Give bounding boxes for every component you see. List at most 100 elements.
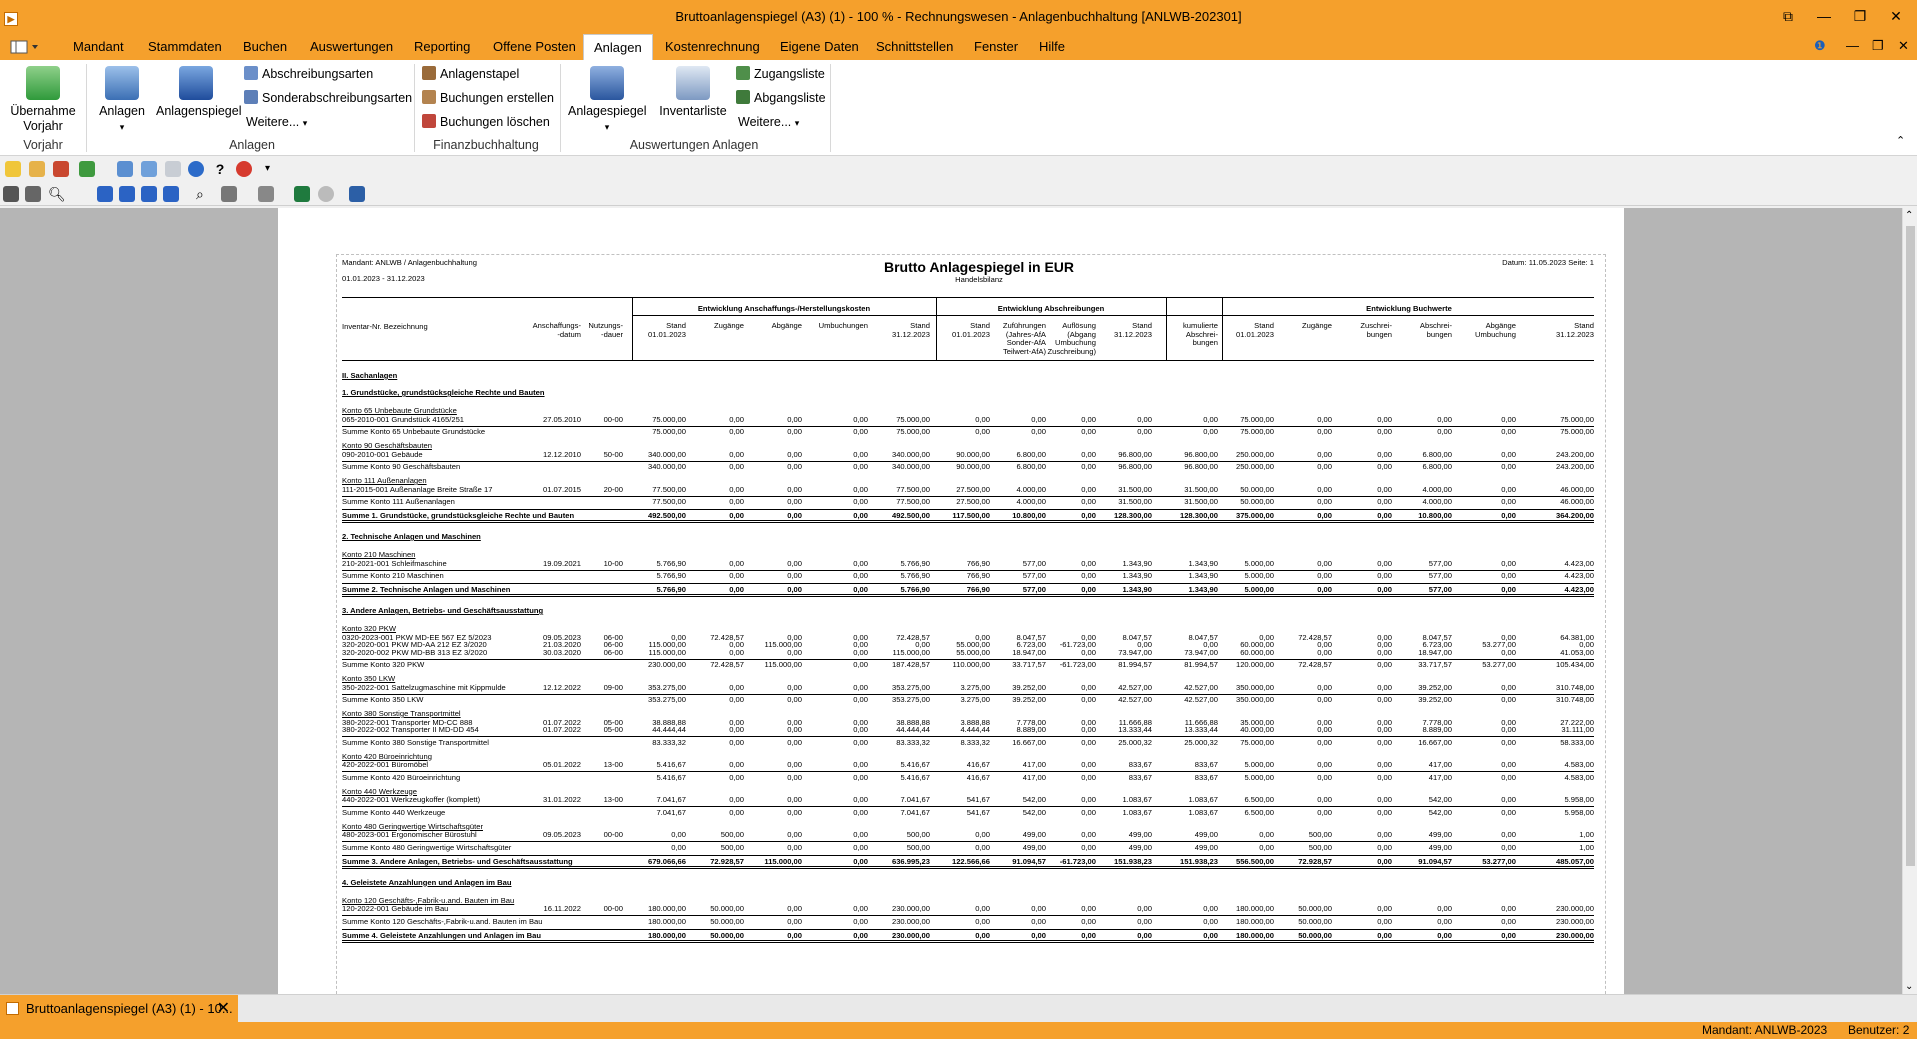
help-icon[interactable]: ?: [215, 161, 225, 177]
weitere-button[interactable]: Weitere... ▾: [246, 115, 308, 129]
menu-stammdaten[interactable]: Stammdaten: [148, 39, 222, 54]
stop-icon[interactable]: [236, 161, 252, 177]
zoom-icon[interactable]: 🔍︎: [48, 186, 66, 202]
report-viewport[interactable]: Mandant: ANLWB / Anlagenbuchhaltung 01.01…: [0, 208, 1902, 994]
total-rule: [342, 941, 1594, 943]
anlagespiegel-button[interactable]: Anlagespiegel ▾: [568, 66, 647, 135]
restore-layout-icon[interactable]: ⧉: [1783, 8, 1793, 24]
app-icon[interactable]: ▶: [4, 12, 18, 26]
cell-value: 0,00: [1501, 585, 1516, 594]
anlagen-button[interactable]: Anlagen ▾: [94, 66, 150, 135]
cell-value: 60.000,00: [1240, 647, 1274, 657]
close-button[interactable]: ✕: [1890, 8, 1902, 24]
asset-useful-life: 00-00: [603, 414, 623, 424]
web-icon[interactable]: [188, 161, 204, 177]
cell-value: 577,00: [1022, 585, 1046, 594]
menu-auswertungen[interactable]: Auswertungen: [310, 39, 394, 54]
col-header-afa: Stand 31.12.2023: [1113, 321, 1152, 339]
help-info-icon[interactable]: ❶: [1814, 38, 1826, 53]
cell-value: 353.275,00: [891, 682, 930, 692]
search-icon[interactable]: ⌕: [196, 186, 204, 202]
refresh-icon[interactable]: [117, 161, 133, 177]
menu-fenster[interactable]: Fenster: [974, 39, 1019, 54]
scroll-up-icon[interactable]: ⌃: [1905, 210, 1914, 221]
save-icon[interactable]: [349, 186, 365, 202]
export-icon[interactable]: [221, 186, 237, 202]
menu-offene-posten[interactable]: Offene Posten: [493, 39, 576, 54]
copy-icon[interactable]: [165, 161, 181, 177]
cell-value: 0,00: [1317, 772, 1332, 782]
menu-hilfe[interactable]: Hilfe: [1039, 39, 1066, 54]
cell-value: 542,00: [1428, 807, 1452, 817]
inventarliste-button[interactable]: Inventarliste: [656, 66, 730, 119]
cell-value: 0,00: [729, 647, 744, 657]
minimize-button[interactable]: —: [1817, 8, 1831, 24]
asset-useful-life: 20-00: [603, 484, 623, 494]
mdi-restore-button[interactable]: ❐: [1872, 38, 1884, 53]
abschreibungsarten-button[interactable]: Abschreibungsarten: [244, 64, 373, 84]
zugangsliste-button[interactable]: Zugangsliste: [736, 64, 825, 84]
maximize-button[interactable]: ❐: [1853, 8, 1867, 24]
cell-value: -61.723,00: [1059, 640, 1096, 649]
cell-value: 1,00: [1579, 842, 1594, 852]
print-icon[interactable]: [258, 186, 274, 202]
document-tab[interactable]: Bruttoanlagenspiegel (A3) (1) - 10... ✕: [0, 995, 238, 1023]
first-page-icon[interactable]: [97, 186, 113, 202]
cell-value: 46.000,00: [1560, 484, 1594, 494]
col-header-ahk: Stand 31.12.2023: [891, 321, 930, 339]
scroll-down-icon[interactable]: ⌄: [1905, 981, 1914, 992]
vertical-scrollbar[interactable]: ⌃ ⌄: [1902, 208, 1917, 994]
menu-anlagen[interactable]: Anlagen: [583, 34, 653, 60]
previous-page-icon[interactable]: [119, 186, 135, 202]
abgangsliste-button[interactable]: Abgangsliste: [736, 88, 826, 108]
last-page-icon[interactable]: [163, 186, 179, 202]
menu-eigene-daten[interactable]: Eigene Daten: [780, 39, 859, 54]
import-icon[interactable]: [79, 161, 95, 177]
cell-value: 25.000,32: [1118, 737, 1152, 747]
excel-icon[interactable]: [294, 186, 310, 202]
menu-reporting[interactable]: Reporting: [414, 39, 471, 54]
email-icon[interactable]: [318, 186, 334, 202]
anlagenstapel-button[interactable]: Anlagenstapel: [422, 64, 519, 84]
quick-access-menu-icon[interactable]: [10, 39, 40, 55]
new-icon[interactable]: [5, 161, 21, 177]
page-layout-icon[interactable]: [3, 186, 19, 202]
open-icon[interactable]: [29, 161, 45, 177]
customize-toolbar-icon[interactable]: ▾: [265, 163, 271, 174]
buchungen-erstellen-button[interactable]: Buchungen erstellen: [422, 88, 554, 108]
cell-value: 0,00: [729, 695, 744, 704]
anlagenspiegel-button[interactable]: Anlagenspiegel: [156, 66, 242, 119]
asset-row-label: 065-2010-001 Grundstück 4165/251: [342, 414, 465, 424]
sum-row-label: Summe Konto 480 Geringwertige Wirtschaft…: [342, 842, 512, 852]
menu-buchen[interactable]: Buchen: [243, 39, 288, 54]
next-page-icon[interactable]: [141, 186, 157, 202]
asset-row-label: 210-2021-001 Schleifmaschine: [342, 558, 447, 568]
close-tab-icon[interactable]: ✕: [216, 1000, 230, 1017]
cell-value: 0,00: [853, 558, 868, 568]
scrollbar-thumb[interactable]: [1906, 226, 1915, 866]
uebernahme-vorjahr-button[interactable]: Übernahme Vorjahr: [8, 66, 78, 134]
cell-value: 417,00: [1428, 772, 1452, 782]
cell-value: 350.000,00: [1235, 682, 1274, 692]
mdi-minimize-button[interactable]: —: [1846, 38, 1859, 53]
cell-value: 577,00: [1428, 585, 1452, 594]
fit-page-icon[interactable]: [25, 186, 41, 202]
menu-mandant[interactable]: Mandant: [73, 39, 124, 54]
mdi-close-button[interactable]: ✕: [1898, 38, 1909, 53]
cell-value: 5.766,90: [656, 558, 686, 568]
sonderabschreibungsarten-button[interactable]: Sonderabschreibungsarten: [244, 88, 412, 108]
cell-value: 0,00: [853, 842, 868, 852]
collapse-ribbon-icon[interactable]: ⌃: [1896, 135, 1906, 147]
menu-schnittstellen[interactable]: Schnittstellen: [876, 39, 954, 54]
menu-kostenrechnung[interactable]: Kostenrechnung: [665, 39, 760, 54]
cell-value: 0,00: [1377, 807, 1392, 817]
cell-value: 0,00: [729, 682, 744, 692]
cell-value: 679.066,66: [647, 856, 686, 866]
cell-value: 8.333,32: [960, 737, 990, 747]
cell-value: 96.800,00: [1118, 462, 1152, 471]
table-icon[interactable]: [53, 161, 69, 177]
print-preview-icon[interactable]: [141, 161, 157, 177]
weitere-auswertungen-button[interactable]: Weitere... ▾: [738, 115, 800, 129]
cell-value: 0,00: [853, 585, 868, 594]
buchungen-loeschen-button[interactable]: Buchungen löschen: [422, 112, 550, 132]
